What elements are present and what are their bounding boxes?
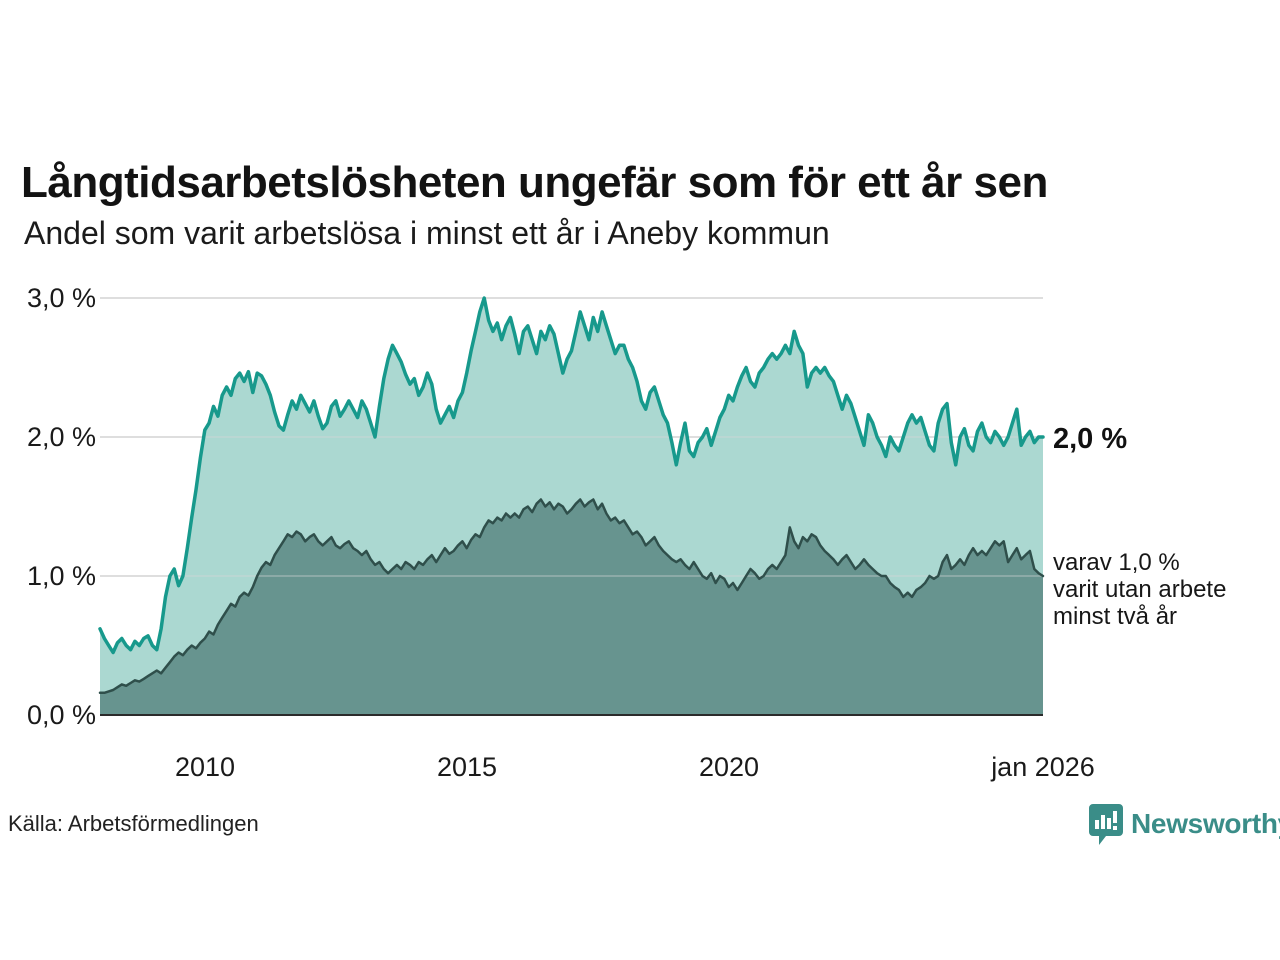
x-axis-tick-2010: 2010 bbox=[174, 752, 236, 782]
newsworthy-logo: Newsworthy bbox=[1088, 802, 1280, 846]
newsworthy-logo-text: Newsworthy bbox=[1131, 808, 1280, 839]
latest-value-annotation: 2,0 % bbox=[1053, 423, 1128, 455]
x-axis-tick-jan-2026: jan 2026 bbox=[991, 752, 1095, 782]
x-axis-tick-2020: 2020 bbox=[698, 752, 760, 782]
secondary-annotation-line-2: varit utan arbete bbox=[1053, 576, 1227, 603]
page-title: Långtidsarbetslösheten ungefär som för e… bbox=[21, 158, 1048, 208]
source-attribution: Källa: Arbetsförmedlingen bbox=[8, 811, 259, 836]
secondary-annotation-line-1: varav 1,0 % bbox=[1053, 549, 1180, 576]
page-subtitle: Andel som varit arbetslösa i minst ett å… bbox=[24, 215, 830, 251]
y-axis-tick-3: 3,0 % bbox=[26, 283, 96, 313]
y-axis-tick-1: 1,0 % bbox=[26, 561, 96, 591]
x-axis-tick-2015: 2015 bbox=[436, 752, 498, 782]
y-axis-tick-0: 0,0 % bbox=[26, 700, 96, 730]
secondary-annotation-line-3: minst två år bbox=[1053, 603, 1178, 630]
secondary-series-annotation: varav 1,0 % varit utan arbete minst två … bbox=[1053, 549, 1226, 630]
newsworthy-logo-icon bbox=[1089, 804, 1123, 845]
y-axis-tick-2: 2,0 % bbox=[26, 422, 96, 452]
